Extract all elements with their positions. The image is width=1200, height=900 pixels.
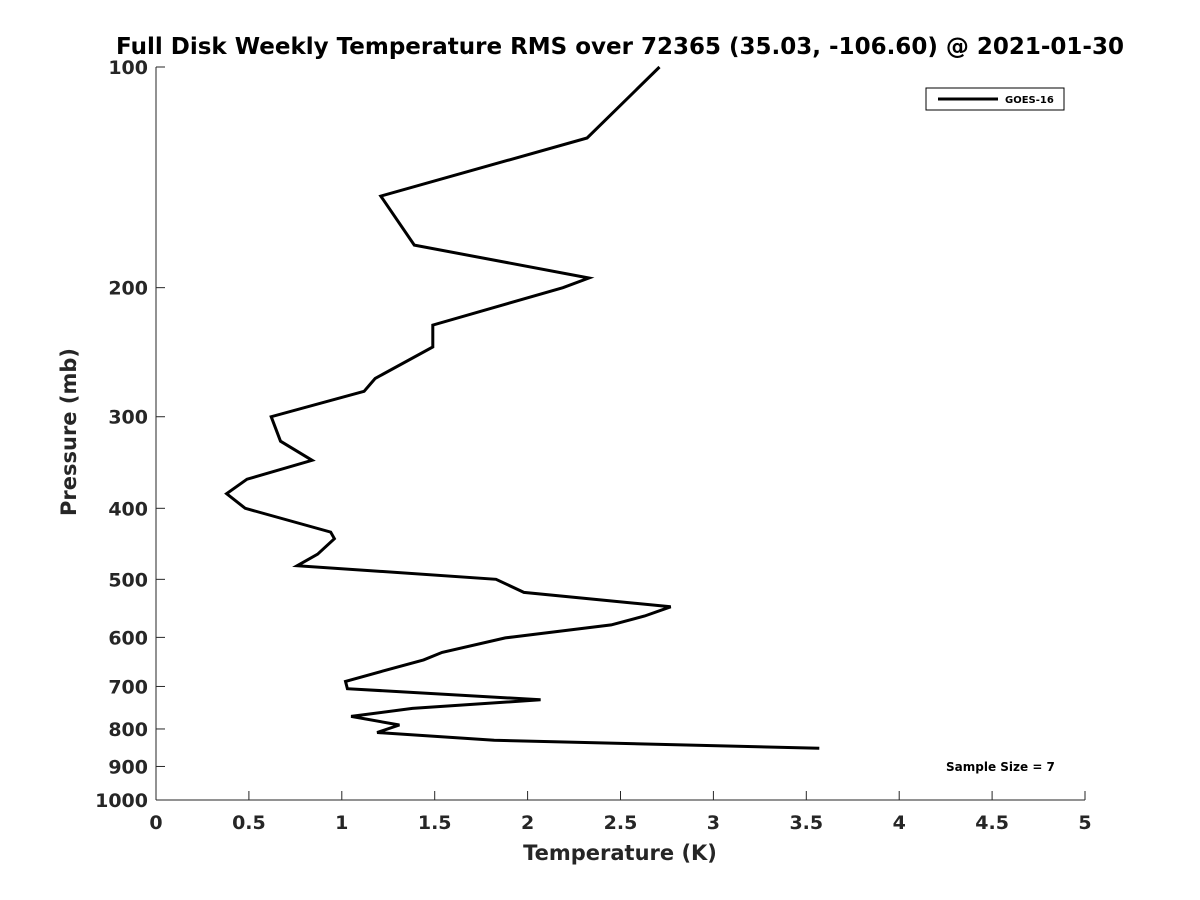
series-line-goes-16	[224, 65, 820, 750]
y-tick-label: 500	[108, 569, 148, 591]
x-tick-label: 1	[335, 812, 348, 834]
y-axis-label: Pressure (mb)	[57, 348, 81, 516]
x-tick-label: 0.5	[232, 812, 266, 834]
y-tick-label: 800	[108, 719, 148, 741]
y-tick-label: 300	[108, 407, 148, 429]
axis-ticks: 0 0.5 1 1.5 2 2.5 3 3.5 4 4.5 5 100 200 300 400 500 600 7…	[95, 57, 1092, 834]
y-tick-label: 400	[108, 498, 148, 520]
x-axis-label: Temperature (K)	[523, 841, 717, 865]
y-tick-label: 1000	[95, 790, 148, 812]
y-tick-label: 900	[108, 756, 148, 778]
x-tick-label: 2	[521, 812, 534, 834]
x-tick-label: 1.5	[418, 812, 452, 834]
y-tick-label: 100	[108, 57, 148, 79]
chart-title: Full Disk Weekly Temperature RMS over 72…	[116, 34, 1124, 60]
x-tick-label: 4.5	[975, 812, 1009, 834]
sample-size-annotation: Sample Size = 7	[946, 760, 1055, 774]
x-tick-label: 3.5	[789, 812, 823, 834]
y-tick-label: 600	[108, 627, 148, 649]
x-tick-label: 2.5	[604, 812, 638, 834]
series-layer	[224, 65, 820, 750]
legend-label-goes-16: GOES-16	[1005, 95, 1054, 106]
x-tick-label: 5	[1078, 812, 1091, 834]
y-tick-label: 200	[108, 278, 148, 300]
y-tick-label: 700	[108, 676, 148, 698]
x-tick-label: 4	[893, 812, 906, 834]
plot-area	[155, 67, 1085, 801]
x-tick-label: 0	[149, 812, 162, 834]
x-tick-label: 3	[707, 812, 720, 834]
legend: GOES-16	[925, 87, 1065, 111]
